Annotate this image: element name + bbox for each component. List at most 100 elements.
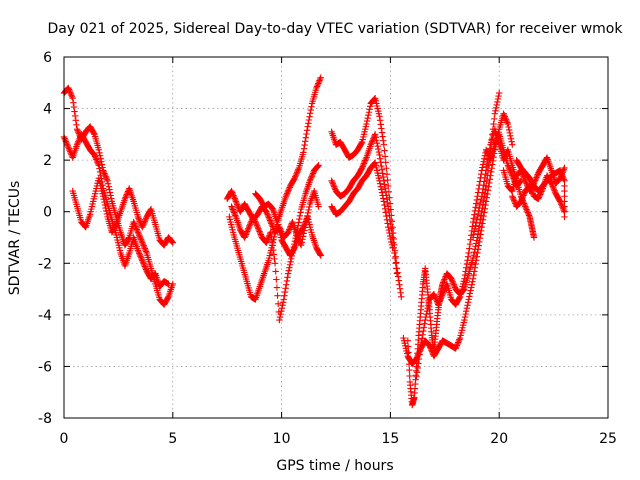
data-point: [385, 226, 393, 234]
data-point: [377, 183, 384, 190]
data-point: [299, 236, 306, 243]
data-point: [415, 355, 423, 363]
y-tick-label: -2: [38, 256, 52, 272]
data-point: [279, 299, 287, 306]
data-point: [549, 183, 556, 190]
data-point: [471, 228, 478, 235]
data-point: [528, 187, 535, 194]
data-point: [291, 237, 299, 245]
data-point: [461, 271, 469, 279]
data-point: [477, 198, 484, 206]
data-point: [296, 212, 304, 219]
data-point: [463, 305, 471, 312]
data-point: [532, 175, 540, 183]
data-point: [95, 146, 103, 154]
data-point: [380, 198, 388, 205]
data-point: [292, 173, 299, 180]
x-tick-label: 10: [273, 431, 291, 447]
data-point: [270, 251, 278, 258]
data-point: [251, 218, 259, 225]
data-point: [509, 141, 516, 148]
data-point: [136, 250, 143, 257]
data-point: [229, 190, 236, 198]
data-point: [165, 280, 172, 288]
data-point: [424, 305, 431, 312]
data-point: [479, 220, 486, 227]
data-point: [438, 293, 445, 301]
data-point: [362, 155, 370, 163]
data-point: [466, 290, 474, 297]
data-point: [61, 135, 68, 142]
data-point: [371, 131, 379, 138]
data-point: [396, 285, 404, 292]
data-point: [485, 152, 492, 159]
data-point: [230, 207, 237, 215]
data-point: [122, 192, 130, 200]
data-point: [487, 168, 495, 176]
data-point: [108, 195, 115, 202]
data-point: [66, 146, 73, 154]
data-point: [101, 198, 108, 206]
data-point: [130, 218, 137, 226]
data-point: [91, 153, 99, 160]
data-point: [264, 211, 271, 218]
data-point: [381, 184, 389, 192]
data-point: [306, 113, 313, 120]
data-point: [487, 172, 494, 179]
data-point: [376, 155, 384, 162]
data-point: [316, 77, 323, 84]
data-point: [71, 112, 79, 120]
data-point: [454, 339, 462, 346]
data-point: [439, 291, 446, 298]
data-point: [270, 246, 277, 254]
data-point: [168, 238, 176, 246]
data-point: [506, 129, 513, 137]
x-tick-label: 15: [381, 431, 399, 447]
data-point: [376, 113, 383, 120]
data-point: [269, 242, 276, 249]
data-point: [524, 209, 531, 216]
data-point: [483, 163, 490, 170]
series-arc14: [469, 126, 538, 241]
data-point: [384, 220, 391, 227]
data-point: [228, 187, 235, 195]
data-point: [101, 201, 109, 209]
data-point: [380, 137, 387, 144]
data-point: [74, 127, 81, 134]
data-point: [378, 186, 385, 193]
data-point: [530, 234, 538, 241]
data-point: [482, 167, 490, 174]
data-point: [303, 130, 310, 138]
data-point: [125, 235, 132, 242]
data-point: [556, 167, 564, 174]
data-point: [284, 229, 292, 236]
data-point: [97, 155, 104, 162]
data-point: [527, 185, 535, 193]
data-point: [456, 294, 463, 302]
data-point: [391, 254, 399, 262]
data-point: [228, 203, 235, 210]
data-point: [297, 209, 304, 216]
data-point: [536, 192, 543, 200]
data-point: [481, 155, 488, 162]
data-point: [304, 123, 311, 130]
data-point: [426, 342, 433, 349]
data-point: [379, 192, 386, 199]
data-point: [103, 174, 110, 182]
data-point: [522, 204, 530, 212]
data-point: [98, 161, 106, 168]
data-point: [234, 202, 241, 210]
data-point: [294, 225, 301, 233]
data-point: [141, 245, 149, 252]
data-point: [317, 74, 324, 81]
data-point: [285, 267, 292, 274]
data-point: [90, 130, 98, 137]
data-point: [294, 222, 302, 229]
data-point: [441, 276, 448, 283]
data-point: [72, 117, 80, 124]
chart-title: Day 021 of 2025, Sidereal Day-to-day VTE…: [48, 21, 624, 37]
data-point: [436, 296, 444, 304]
data-point: [283, 281, 290, 288]
data-point: [469, 275, 477, 282]
data-point: [169, 239, 176, 246]
